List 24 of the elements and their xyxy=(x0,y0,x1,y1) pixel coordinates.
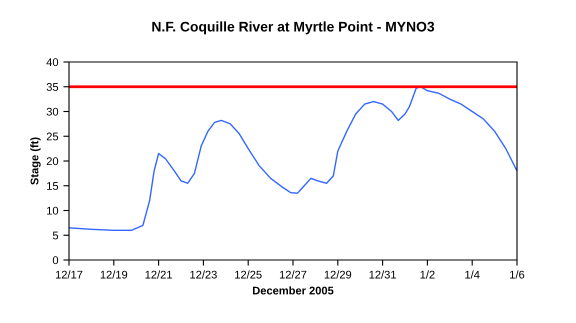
x-tick-label: 12/23 xyxy=(190,270,217,279)
y-tick-label: 30 xyxy=(46,108,58,116)
y-axis-title: Stage (ft) xyxy=(30,137,41,185)
x-axis-title: December 2005 xyxy=(252,286,334,294)
y-tick-label: 0 xyxy=(52,256,58,264)
y-tick-label: 10 xyxy=(47,206,58,215)
x-tick-label: 12/27 xyxy=(280,270,306,279)
y-tick-label: 35 xyxy=(46,83,58,91)
x-tick-label: 1/2 xyxy=(420,270,435,279)
x-tick-label: 12/19 xyxy=(100,270,128,279)
y-tick-label: 5 xyxy=(52,232,58,240)
x-tick-label: 12/29 xyxy=(324,270,352,279)
x-tick-label: 1/6 xyxy=(510,270,524,279)
x-tick-label: 12/25 xyxy=(235,270,262,279)
x-tick-label: 12/21 xyxy=(146,270,172,279)
y-tick-label: 40 xyxy=(46,58,58,66)
chart-title: N.F. Coquille River at Myrtle Point - MYNO3 xyxy=(152,21,434,34)
y-tick-label: 20 xyxy=(46,157,58,166)
x-tick-label: 1/4 xyxy=(465,270,480,279)
y-tick-label: 15 xyxy=(47,182,58,190)
x-tick-label: 12/31 xyxy=(370,270,396,279)
x-tick-label: 12/17 xyxy=(56,270,82,279)
y-tick-label: 25 xyxy=(46,132,58,140)
line-series xyxy=(69,86,517,231)
